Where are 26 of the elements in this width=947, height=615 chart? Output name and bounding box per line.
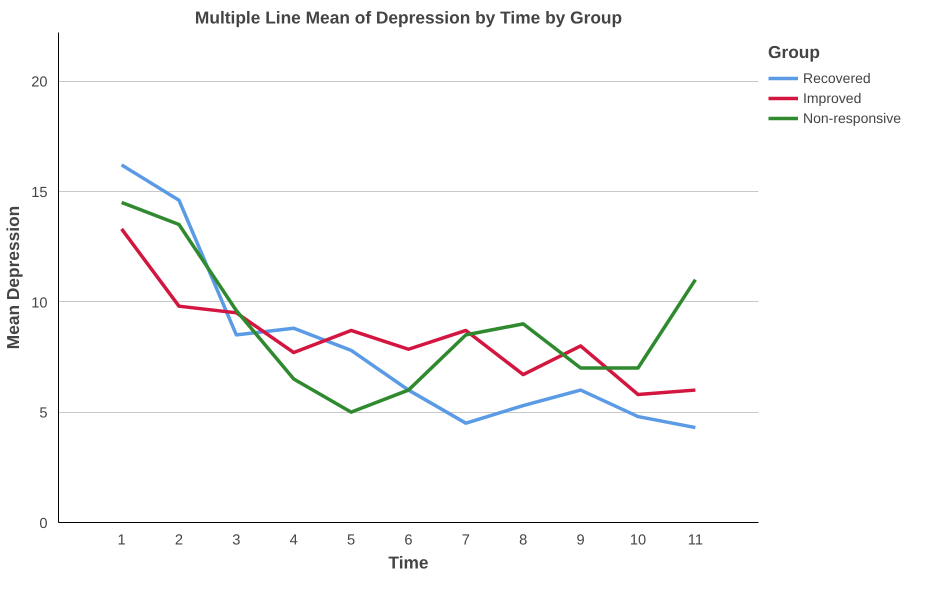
x-tick-label: 10 <box>630 532 646 548</box>
x-tick-label: 6 <box>404 532 413 548</box>
x-axis-title: Time <box>388 552 429 572</box>
legend-label: Non-responsive <box>803 110 902 126</box>
legend-label: Improved <box>803 90 862 106</box>
x-tick-label: 8 <box>519 532 528 548</box>
x-tick-label: 9 <box>576 532 585 548</box>
x-tick-label: 5 <box>347 532 356 548</box>
y-tick-label: 10 <box>31 295 48 312</box>
line-series <box>120 163 698 430</box>
x-tick-label: 11 <box>688 532 703 548</box>
x-tick-label: 7 <box>462 532 470 548</box>
y-tick-label: 0 <box>39 516 48 532</box>
y-tick-label: 20 <box>31 74 48 91</box>
y-tick-label: 15 <box>31 184 48 201</box>
legend-title: Group <box>768 42 821 63</box>
y-tick-label: 5 <box>39 406 48 422</box>
x-tick-label: 2 <box>174 532 184 548</box>
chart-title: Multiple Line Mean of Depression by Time by Group <box>194 8 622 28</box>
legend-label: Recovered <box>803 70 871 86</box>
line-series <box>120 227 698 396</box>
y-axis-title: Mean Depression <box>3 206 24 350</box>
line-series <box>120 200 698 414</box>
x-tick-label: 1 <box>118 532 126 548</box>
x-tick-label: 3 <box>232 532 240 548</box>
x-tick-label: 4 <box>290 532 298 548</box>
